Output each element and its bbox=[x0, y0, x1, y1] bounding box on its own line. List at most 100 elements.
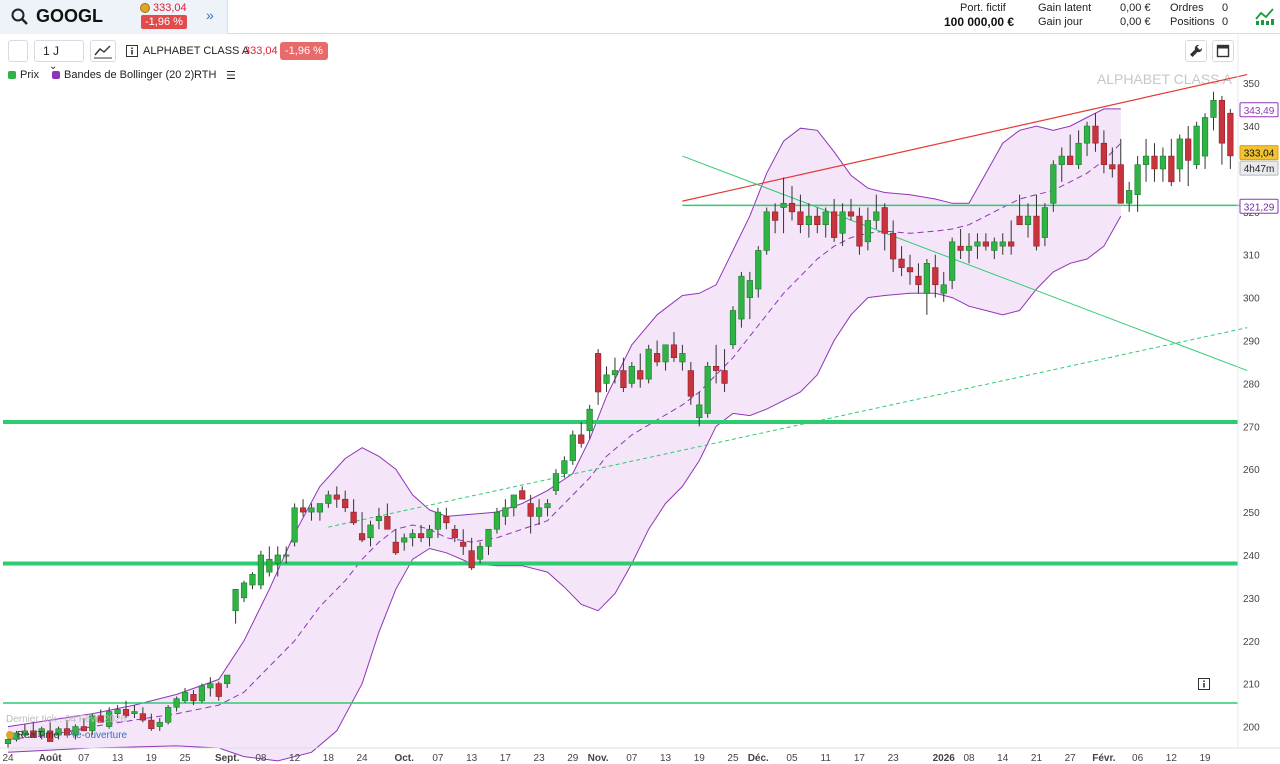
candle-body bbox=[822, 211, 829, 226]
x-tick-label: 21 bbox=[1031, 753, 1043, 764]
candle bbox=[1008, 220, 1015, 255]
candle-body bbox=[156, 721, 163, 727]
gain-latent-label: Gain latent bbox=[1038, 2, 1092, 14]
candle-body bbox=[932, 267, 939, 286]
candle bbox=[1067, 134, 1074, 165]
x-tick-label: 11 bbox=[821, 753, 832, 764]
candle bbox=[662, 344, 669, 371]
candle bbox=[1083, 121, 1091, 157]
y-tick-label: 270 bbox=[1243, 422, 1260, 433]
interval-select[interactable]: 1 J ⌄ bbox=[34, 40, 84, 72]
candle-body bbox=[1100, 142, 1107, 165]
candle-body bbox=[713, 365, 720, 371]
realtime-status: RealTime Pré-ouverture bbox=[6, 730, 127, 741]
candle-body bbox=[409, 533, 416, 539]
candle bbox=[38, 726, 45, 740]
candle bbox=[55, 726, 62, 740]
bollinger-middle bbox=[7, 142, 1122, 740]
candle-body bbox=[611, 370, 619, 376]
chart-type-button[interactable] bbox=[90, 40, 116, 62]
candle bbox=[139, 707, 146, 723]
candle bbox=[417, 524, 425, 543]
candle bbox=[982, 233, 989, 251]
candle-body bbox=[165, 706, 172, 723]
candle bbox=[502, 499, 509, 525]
candle-body bbox=[704, 365, 711, 414]
candle-body bbox=[291, 507, 298, 543]
trend-line bbox=[682, 73, 1248, 202]
portfolio-value: 100 000,00 € bbox=[944, 15, 1015, 29]
candle bbox=[384, 503, 391, 530]
candle bbox=[409, 529, 416, 547]
candle-body bbox=[283, 554, 290, 557]
candle bbox=[991, 237, 998, 260]
candle-body bbox=[426, 528, 433, 539]
candle bbox=[814, 207, 821, 234]
candle-body bbox=[358, 533, 366, 541]
candle bbox=[805, 203, 812, 238]
info-icon[interactable] bbox=[126, 45, 138, 57]
candle-body bbox=[991, 241, 998, 251]
candle bbox=[401, 533, 408, 551]
candle bbox=[443, 507, 450, 530]
candle bbox=[207, 677, 214, 697]
x-tick-label: 12 bbox=[1166, 753, 1178, 764]
legend-rth[interactable]: RTH bbox=[194, 69, 217, 81]
chart-info-icon[interactable] bbox=[1198, 678, 1210, 690]
x-tick-label: 12 bbox=[289, 753, 301, 764]
legend-prix[interactable]: Prix bbox=[8, 69, 39, 81]
candle bbox=[535, 499, 543, 525]
candle bbox=[350, 499, 357, 525]
x-tick-label: 07 bbox=[626, 753, 638, 764]
candle-body bbox=[1092, 125, 1099, 144]
candle-body bbox=[864, 220, 871, 243]
candle bbox=[434, 507, 442, 538]
x-tick-label: 25 bbox=[727, 753, 739, 764]
candle bbox=[1041, 203, 1048, 247]
x-tick-label: Nov. bbox=[588, 753, 609, 764]
candle bbox=[375, 507, 383, 530]
double-chevron-right-icon[interactable]: » bbox=[206, 7, 214, 23]
candle-body bbox=[881, 207, 888, 234]
candle-body bbox=[1117, 164, 1124, 204]
gain-jour-label: Gain jour bbox=[1038, 16, 1083, 28]
chevron-down-icon: ⌄ bbox=[49, 61, 58, 72]
portfolio-chart-icon[interactable] bbox=[1254, 5, 1276, 27]
wrench-icon[interactable] bbox=[1185, 40, 1207, 62]
candle-body bbox=[47, 730, 54, 742]
x-tick-label: Août bbox=[39, 753, 62, 764]
x-tick-label: 19 bbox=[694, 753, 706, 764]
candle-body bbox=[696, 404, 703, 419]
x-tick-label: 24 bbox=[2, 753, 14, 764]
candle bbox=[864, 207, 871, 251]
candle-body bbox=[30, 730, 37, 738]
window-icon[interactable] bbox=[1212, 40, 1234, 62]
candle bbox=[21, 724, 28, 738]
grip-handle-icon[interactable] bbox=[8, 40, 28, 62]
y-tick-label: 230 bbox=[1243, 594, 1260, 605]
candle bbox=[283, 546, 290, 564]
candle-body bbox=[645, 348, 652, 380]
candle bbox=[797, 194, 804, 234]
search-icon[interactable] bbox=[10, 7, 30, 27]
candle-body bbox=[173, 698, 180, 708]
candle bbox=[620, 357, 627, 392]
candle bbox=[1193, 121, 1200, 169]
candle bbox=[510, 494, 517, 517]
candle-body bbox=[535, 507, 543, 517]
price-axis: 2002102202302402502602702802903003103203… bbox=[1237, 34, 1279, 748]
candle bbox=[266, 546, 273, 577]
legend-bollinger[interactable]: Bandes de Bollinger (20 2) bbox=[52, 69, 194, 81]
coin-icon bbox=[140, 3, 150, 13]
candle bbox=[257, 550, 265, 590]
bollinger-band bbox=[7, 108, 1122, 762]
y-tick-label: 280 bbox=[1243, 379, 1260, 390]
candle bbox=[974, 233, 981, 260]
candle-body bbox=[1227, 112, 1234, 157]
list-icon[interactable]: ☰ bbox=[226, 70, 236, 82]
x-tick-label: Déc. bbox=[748, 753, 769, 764]
symbol-box[interactable]: GOOGL 333,04 -1,96 % » bbox=[0, 0, 228, 34]
candle-body bbox=[4, 739, 12, 745]
candle bbox=[291, 503, 298, 547]
